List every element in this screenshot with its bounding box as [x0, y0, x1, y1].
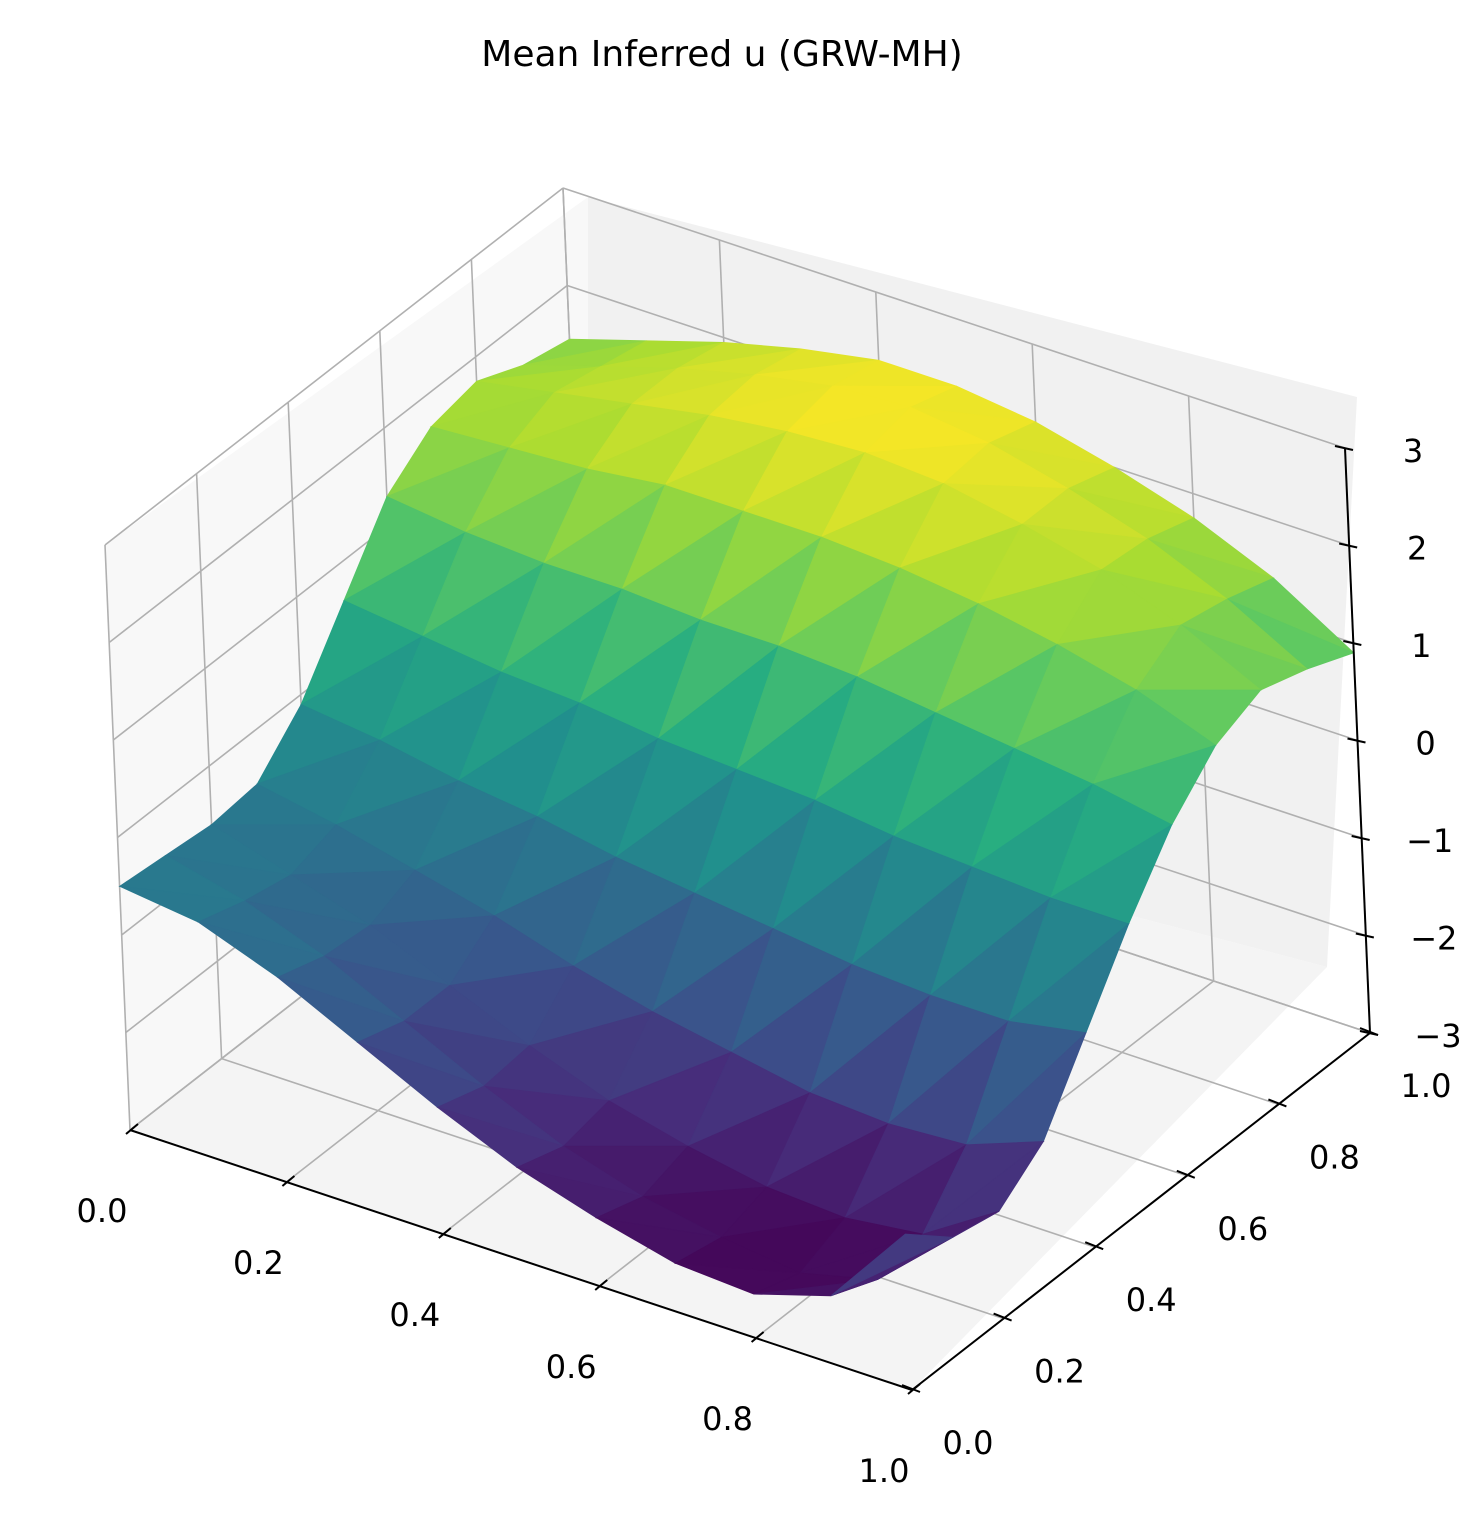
y-tick-4: [1268, 1098, 1287, 1108]
z-tick-5: [1338, 542, 1358, 549]
surface-face-199: [830, 1233, 955, 1297]
z-tick-label-2: −1: [1406, 822, 1453, 860]
z-tick-label-6: 3: [1403, 432, 1423, 470]
x-tick-4: [750, 1331, 765, 1343]
x-tick-2: [438, 1227, 452, 1239]
z-tick-1: [1355, 932, 1375, 939]
y-tick-1: [993, 1312, 1012, 1322]
x-tick-label-2: 0.4: [389, 1296, 440, 1334]
x-tick-3: [594, 1279, 608, 1291]
z-tick-4: [1343, 640, 1362, 646]
y-axis-line: [911, 1032, 1371, 1391]
x-tick-1: [281, 1175, 296, 1187]
x-tick-label-3: 0.6: [546, 1348, 597, 1386]
back-grid-z-6: [562, 187, 1346, 449]
left-grid-z-6: [104, 187, 564, 546]
z-tick-label-3: 0: [1415, 725, 1435, 763]
chart-title: Mean Inferred u (GRW-MH): [481, 34, 962, 75]
surface-mesh: [118, 338, 1355, 1297]
axes: [125, 445, 1379, 1395]
x-axis-line: [129, 1129, 913, 1391]
y-tick-3: [1176, 1169, 1196, 1179]
y-tick-0: [901, 1384, 921, 1393]
y-tick-2: [1084, 1241, 1104, 1251]
left-grid-z-5: [108, 284, 568, 644]
y-tick-label-2: 0.4: [1126, 1281, 1177, 1319]
z-tick-label-5: 2: [1407, 530, 1427, 568]
z-tick-label-4: 1: [1411, 627, 1431, 665]
y-tick-label-5: 1.0: [1401, 1067, 1452, 1105]
x-tick-label-1: 0.2: [233, 1244, 284, 1282]
y-tick-label-4: 0.8: [1309, 1138, 1360, 1176]
z-tick-6: [1334, 445, 1354, 451]
z-tick-label-0: −3: [1414, 1017, 1461, 1055]
y-tick-label-1: 0.2: [1034, 1353, 1085, 1391]
z-tick-0: [1359, 1030, 1379, 1036]
x-tick-label-4: 0.8: [702, 1400, 753, 1438]
y-tick-label-3: 0.6: [1217, 1210, 1268, 1248]
x-tick-label-5: 1.0: [859, 1452, 910, 1490]
y-tick-label-0: 0.0: [943, 1424, 994, 1462]
z-tick-label-1: −2: [1410, 920, 1457, 958]
x-tick-label-0: 0.0: [77, 1192, 128, 1230]
z-tick-3: [1347, 737, 1366, 744]
z-tick-2: [1351, 835, 1370, 841]
x-tick-0: [125, 1123, 139, 1135]
